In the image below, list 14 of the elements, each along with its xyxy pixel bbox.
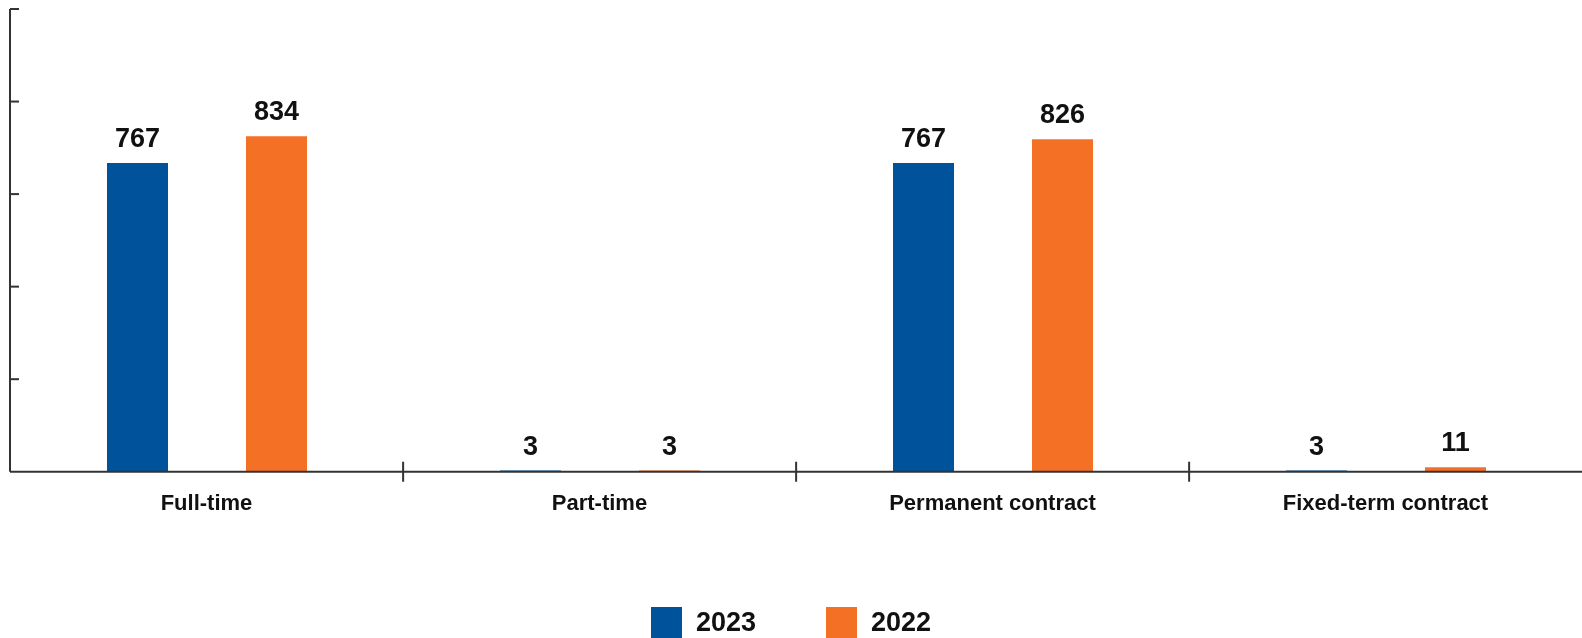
data-label: 3 (522, 430, 539, 461)
data-label: 767 (900, 123, 947, 154)
legend-label: 2023 (695, 607, 756, 637)
data-label: 826 (1039, 99, 1086, 130)
x-tick-label: Part-time (551, 489, 648, 515)
data-label: 11 (1441, 427, 1470, 458)
data-label: 834 (253, 96, 300, 127)
x-tick-label: Full-time (160, 489, 253, 515)
legend-label: 2022 (871, 607, 932, 637)
x-tick-label: Fixed-term contract (1282, 489, 1489, 515)
data-label: 3 (1308, 430, 1325, 461)
data-label: 3 (661, 430, 678, 461)
x-tick-label: Permanent contract (889, 489, 1097, 515)
data-label: 767 (114, 123, 161, 154)
